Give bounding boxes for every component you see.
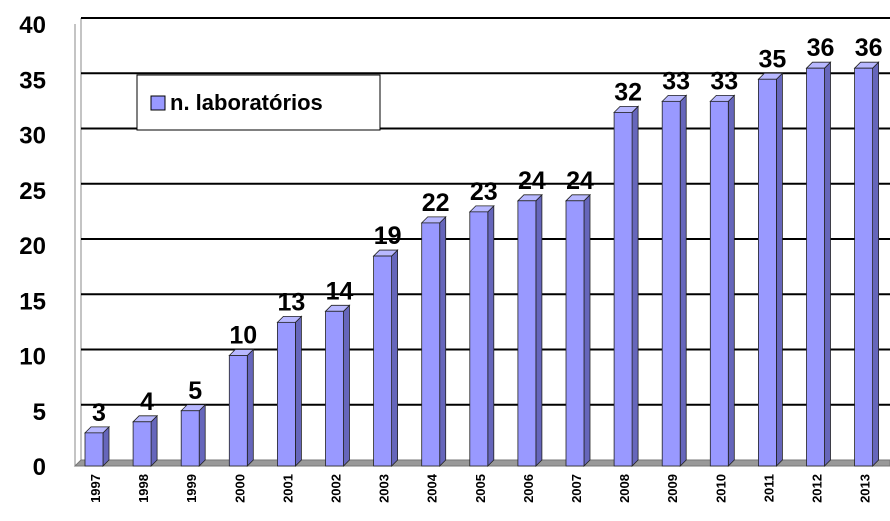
y-tick-label: 5	[33, 399, 46, 426]
x-tick-label: 2007	[569, 474, 584, 503]
bar-side	[102, 425, 110, 467]
bar	[276, 321, 296, 467]
bar-side	[439, 215, 447, 467]
y-tick-label: 30	[19, 123, 46, 150]
legend-label: n. laboratórios	[170, 90, 323, 115]
data-label: 19	[374, 222, 402, 250]
data-label: 3	[92, 399, 106, 427]
bar-side	[824, 61, 831, 467]
bar	[84, 432, 104, 467]
bar	[613, 112, 633, 467]
bar	[228, 355, 248, 467]
legend-box	[136, 74, 381, 131]
y-tick-label: 25	[19, 178, 46, 205]
x-tick-label: 2008	[617, 474, 632, 503]
y-tick-label: 40	[19, 12, 46, 39]
x-tick-label: 1998	[136, 474, 151, 503]
data-label: 14	[326, 277, 354, 305]
x-tick-label: 2005	[473, 474, 488, 503]
x-tick-label: 2010	[713, 474, 728, 503]
bar-side	[776, 72, 783, 467]
labels: 3 4 5 10 13 14 19 22 23 24 24 32 33 33 35 36 36	[92, 34, 882, 427]
bar	[758, 78, 777, 467]
bar	[180, 410, 200, 467]
data-label: 36	[855, 34, 883, 62]
bar	[325, 310, 344, 467]
data-label: 10	[229, 322, 257, 350]
bar-side	[535, 193, 543, 467]
bar-side	[872, 61, 879, 467]
x-tick-label: 2009	[665, 474, 680, 503]
bar-side	[150, 414, 158, 467]
bar	[132, 421, 152, 467]
bar	[421, 222, 441, 467]
bar	[373, 255, 393, 467]
bar	[517, 200, 537, 467]
x-tick-label: 1999	[184, 474, 199, 503]
y-tick-label: 0	[33, 454, 46, 481]
bar	[661, 100, 681, 467]
x-tick-label: 2006	[521, 474, 536, 503]
legend: n. laboratórios	[136, 74, 381, 131]
bar-side	[583, 193, 591, 467]
bar-side	[391, 249, 399, 467]
data-label: 22	[422, 189, 450, 217]
data-label: 33	[710, 67, 738, 95]
x-tick-label: 2012	[810, 474, 825, 503]
bar-side	[679, 94, 687, 467]
bar-side	[727, 94, 735, 467]
bar	[469, 211, 489, 467]
x-tick-label: 1997	[88, 474, 103, 503]
bar	[806, 67, 825, 467]
bar-side	[294, 315, 302, 467]
data-label: 4	[140, 388, 154, 416]
y-tick-label: 15	[19, 288, 46, 315]
bar-side	[631, 105, 639, 467]
bar-side	[343, 304, 350, 467]
bar-side	[246, 348, 254, 467]
x-tick-label: 2000	[232, 474, 247, 503]
y-tick-label: 20	[19, 233, 46, 260]
bars	[84, 61, 880, 467]
bar	[854, 67, 873, 467]
y-tick-label: 35	[19, 67, 46, 94]
data-label: 13	[277, 288, 305, 316]
data-label: 36	[807, 34, 835, 62]
data-label: 33	[662, 67, 690, 95]
x-tick-label: 2003	[377, 474, 392, 503]
bar	[565, 200, 585, 467]
bar-side	[198, 403, 206, 467]
y-tick-label: 10	[19, 344, 46, 371]
x-tick-label: 2001	[280, 474, 295, 503]
data-label: 24	[518, 167, 546, 195]
bar-side	[487, 204, 495, 467]
data-label: 32	[614, 78, 642, 106]
data-label: 24	[566, 167, 594, 195]
data-label: 23	[470, 178, 498, 206]
x-tick-label: 2004	[425, 473, 440, 503]
x-tick-label: 2013	[858, 474, 873, 503]
x-tick-label: 2002	[329, 474, 344, 503]
data-label: 35	[758, 45, 786, 73]
x-tick-label: 2011	[761, 474, 776, 502]
bar	[709, 100, 729, 467]
data-label: 5	[188, 377, 202, 405]
legend-swatch	[150, 95, 166, 111]
